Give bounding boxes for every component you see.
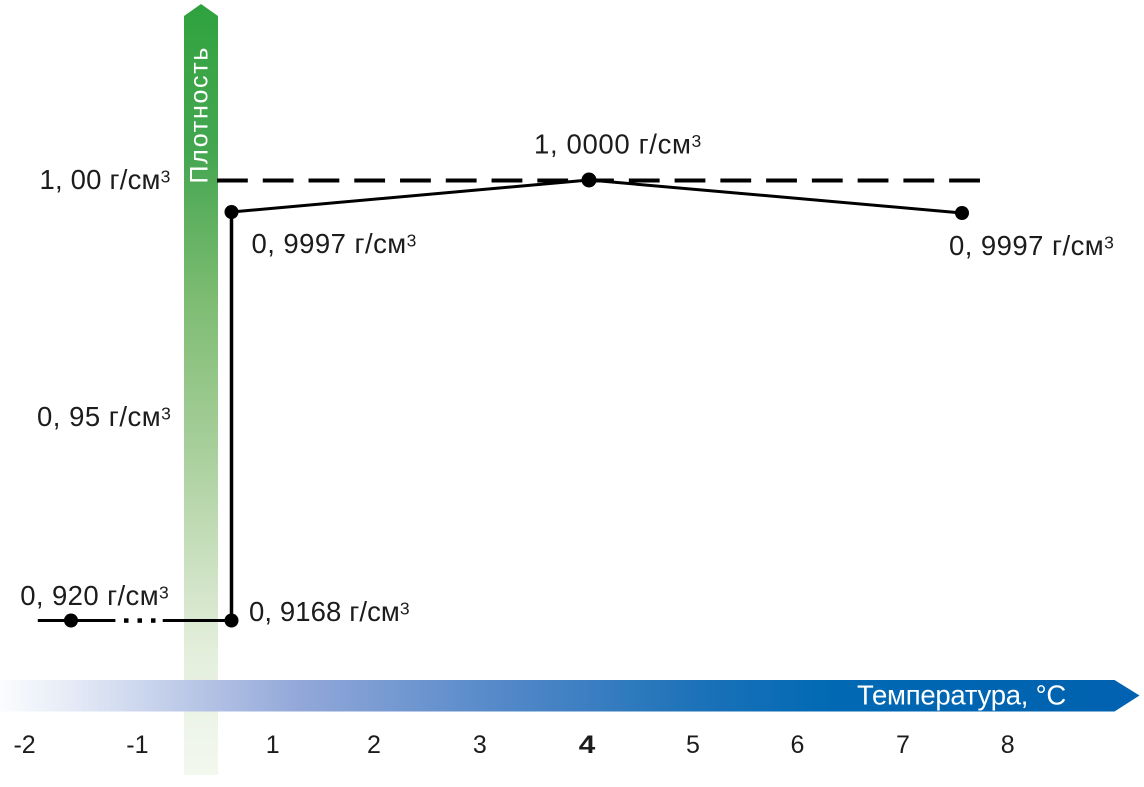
svg-text:1, 0000 г/см3: 1, 0000 г/см3	[534, 129, 702, 160]
svg-text:Плотность: Плотность	[186, 46, 214, 184]
svg-text:3: 3	[473, 731, 487, 759]
svg-text:6: 6	[790, 731, 804, 759]
svg-text:0, 9168 г/см3: 0, 9168 г/см3	[249, 596, 410, 627]
svg-text:Температура, °C: Температура, °C	[857, 679, 1066, 710]
svg-text:-2: -2	[13, 731, 35, 759]
svg-text:1, 00 г/см3: 1, 00 г/см3	[40, 164, 171, 195]
svg-text:4: 4	[579, 731, 596, 759]
svg-text:0, 95 г/см3: 0, 95 г/см3	[37, 401, 171, 432]
svg-text:1: 1	[266, 731, 280, 759]
svg-text:7: 7	[896, 731, 910, 759]
svg-text:8: 8	[1001, 731, 1015, 759]
svg-text:2: 2	[367, 731, 381, 759]
svg-text:0, 920 г/см3: 0, 920 г/см3	[20, 580, 169, 611]
svg-text:5: 5	[686, 731, 700, 759]
svg-text:0, 9997 г/см3: 0, 9997 г/см3	[949, 230, 1114, 261]
svg-text:0, 9997 г/см3: 0, 9997 г/см3	[252, 228, 417, 259]
svg-text:-1: -1	[126, 731, 148, 759]
